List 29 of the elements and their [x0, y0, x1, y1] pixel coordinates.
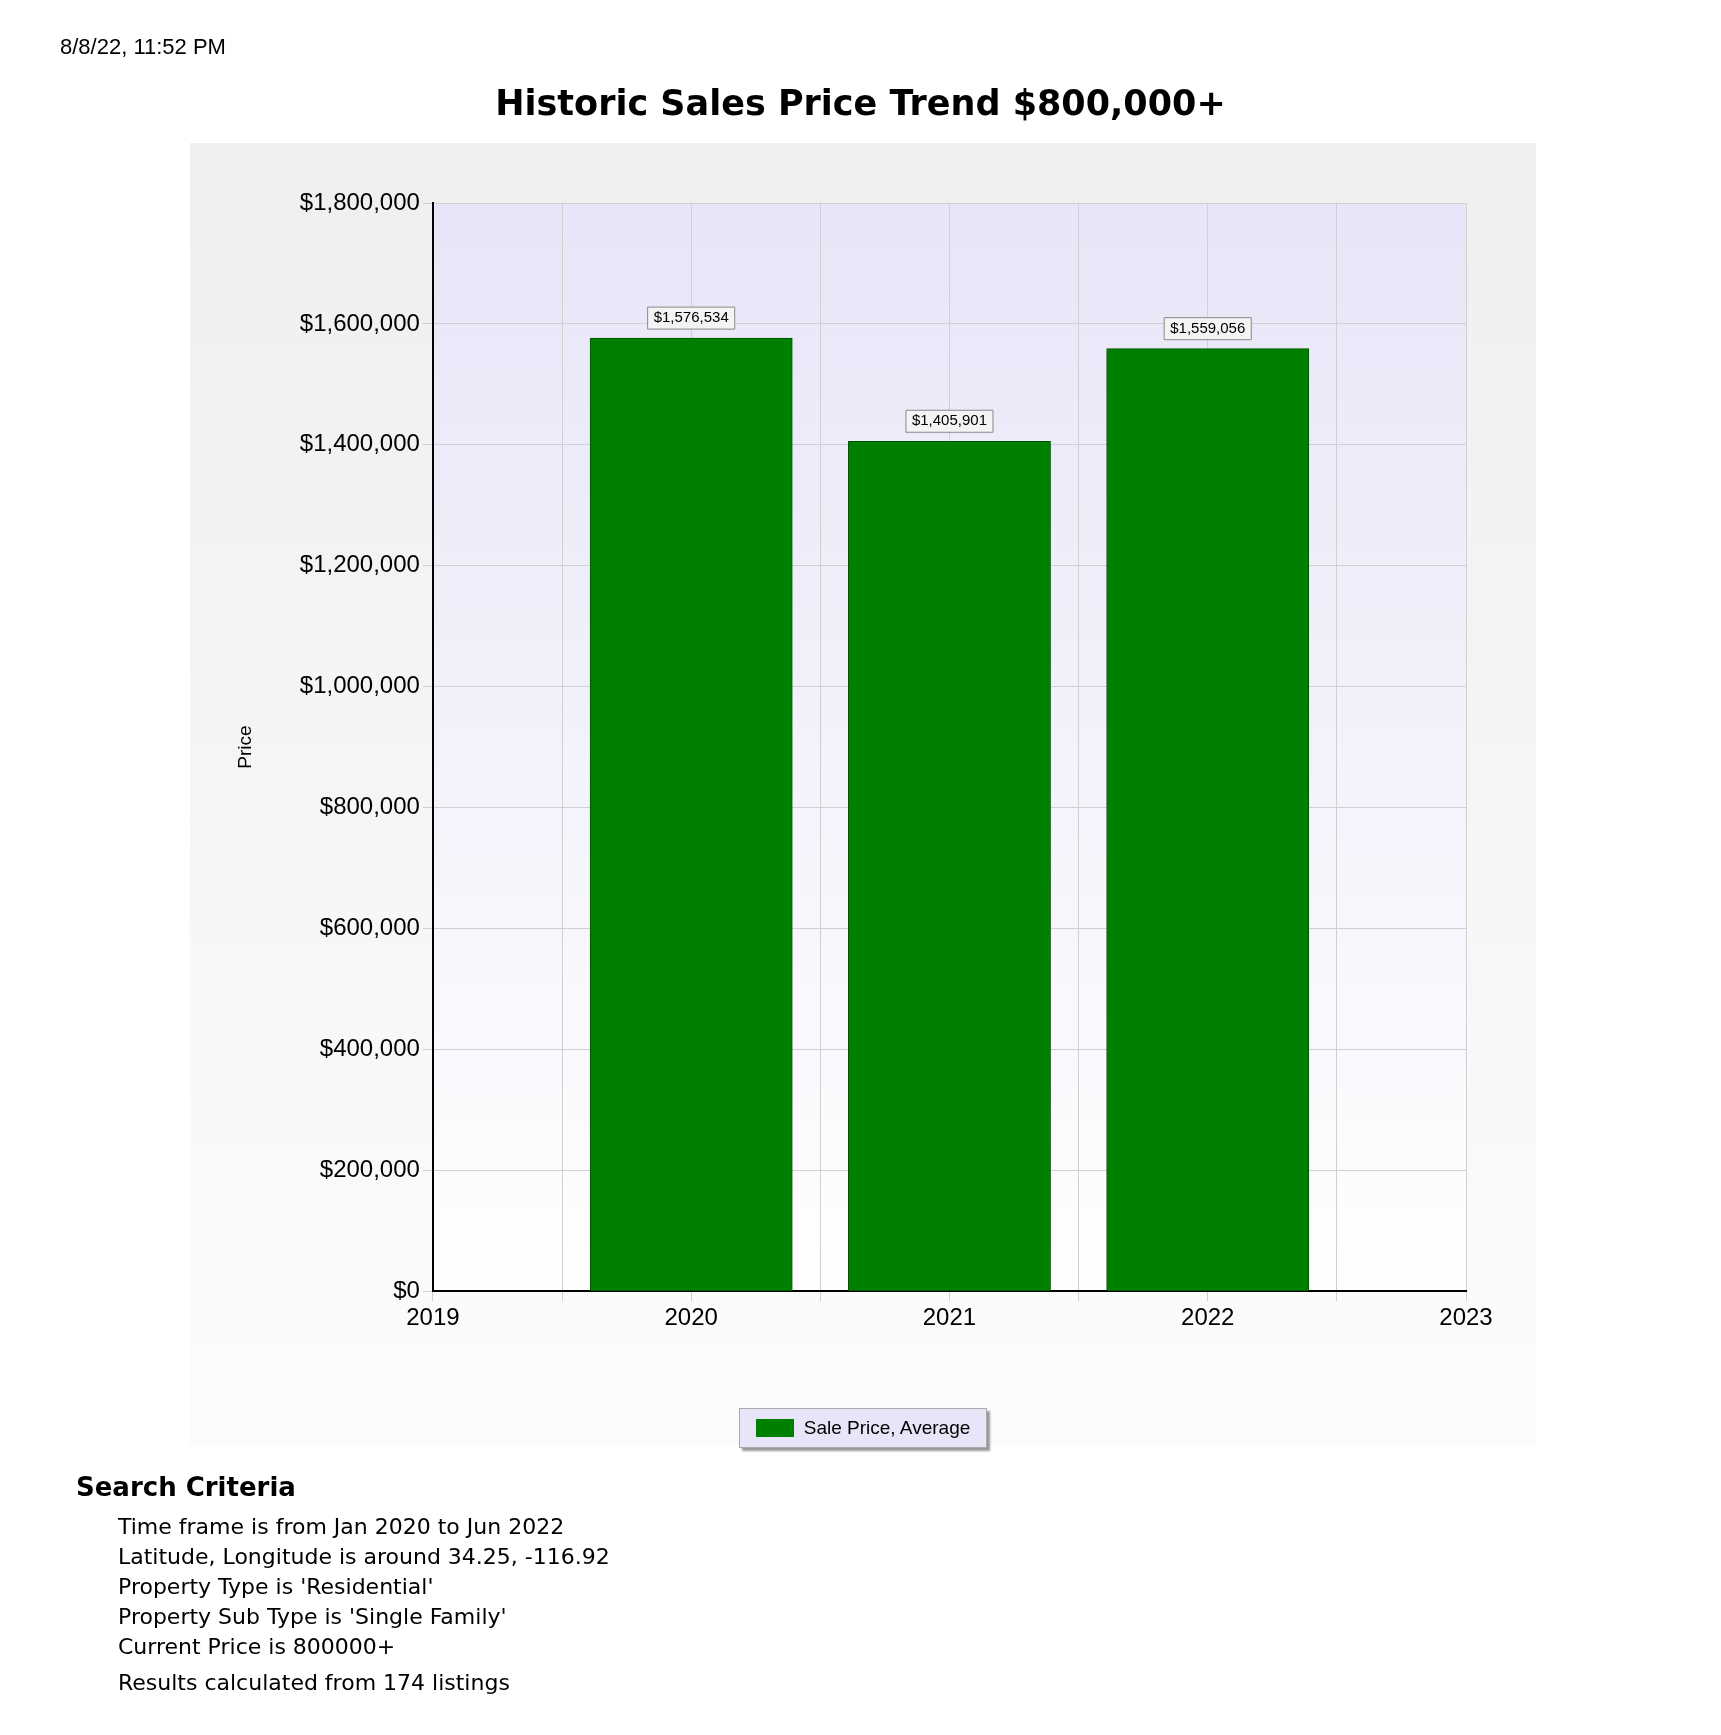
x-tick-label: 2023 [1439, 1303, 1493, 1331]
x-tick-label: 2019 [406, 1303, 460, 1331]
chart-title: Historic Sales Price Trend $800,000+ [495, 83, 1226, 123]
text: Latitude, Longitude is around 34.25, -116.92 [118, 1543, 611, 1571]
y-tick-label: $1,400,000 [299, 429, 420, 457]
y-tick-label: $600,000 [319, 913, 420, 941]
x-tick-label: 2021 [922, 1303, 977, 1331]
x-tick-label: 2022 [1181, 1303, 1235, 1331]
x-tick-label: 2020 [664, 1303, 718, 1331]
data-label: $1,576,534 [653, 308, 729, 326]
text: 8/8/22, 11:52 PM [60, 34, 226, 60]
text: Property Type is 'Residential' [118, 1573, 435, 1601]
text: Property Sub Type is 'Single Family' [118, 1603, 508, 1631]
y-tick-label: $800,000 [319, 792, 420, 820]
data-label: $1,405,901 [911, 411, 987, 429]
y-tick-label: $1,200,000 [299, 550, 420, 578]
y-tick-label: $1,800,000 [299, 187, 420, 215]
y-tick-label: $400,000 [319, 1034, 420, 1061]
text: Current Price is 800000+ [118, 1633, 397, 1661]
legend-label: Sale Price, Average [803, 1417, 971, 1439]
text: Results calculated from 174 listings [118, 1669, 511, 1697]
data-label: $1,559,056 [1170, 318, 1246, 336]
text: Time frame is from Jan 2020 to Jun 2022 [118, 1513, 566, 1541]
y-tick-label: $1,600,000 [299, 308, 420, 336]
y-tick-label: $0 [393, 1275, 420, 1303]
text: Search Criteria [76, 1472, 297, 1502]
y-axis-title: Price [233, 725, 255, 769]
y-tick-label: $200,000 [319, 1154, 420, 1182]
y-tick-label: $1,000,000 [299, 671, 420, 699]
